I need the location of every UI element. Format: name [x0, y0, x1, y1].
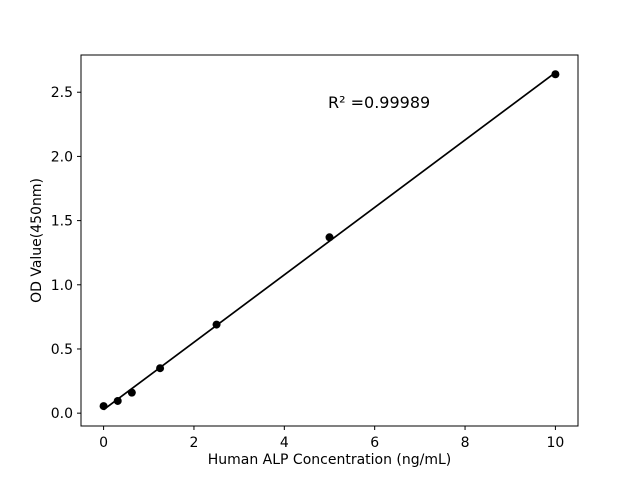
y-tick-label: 2.5	[51, 85, 73, 101]
x-tick-label: 8	[461, 435, 470, 451]
y-tick-label: 0.5	[51, 342, 73, 358]
data-point	[325, 233, 334, 242]
y-tick-label: 0.0	[51, 406, 73, 422]
data-point	[113, 396, 122, 405]
x-tick-label: 10	[546, 435, 564, 451]
y-tick-label: 2.0	[51, 149, 73, 165]
y-tick-label: 1.5	[51, 214, 73, 230]
data-point	[156, 364, 165, 373]
data-point	[127, 388, 136, 397]
y-axis-label: OD Value(450nm)	[29, 178, 45, 303]
x-tick-label: 6	[370, 435, 379, 451]
x-axis-ticks: 0 2 4 6 8 10	[99, 426, 564, 451]
data-series	[99, 70, 560, 411]
y-axis-ticks: 0.0 0.5 1.0 1.5 2.0 2.5	[51, 85, 81, 422]
data-point	[212, 320, 221, 329]
data-point	[551, 70, 560, 79]
x-tick-label: 0	[99, 435, 108, 451]
data-point	[99, 402, 108, 411]
r-squared-annotation: R² =0.99989	[328, 93, 430, 112]
x-tick-label: 2	[189, 435, 198, 451]
y-tick-label: 1.0	[51, 278, 73, 294]
x-axis-label: Human ALP Concentration (ng/mL)	[208, 452, 452, 468]
plot-frame	[80, 54, 579, 427]
x-tick-label: 4	[280, 435, 289, 451]
